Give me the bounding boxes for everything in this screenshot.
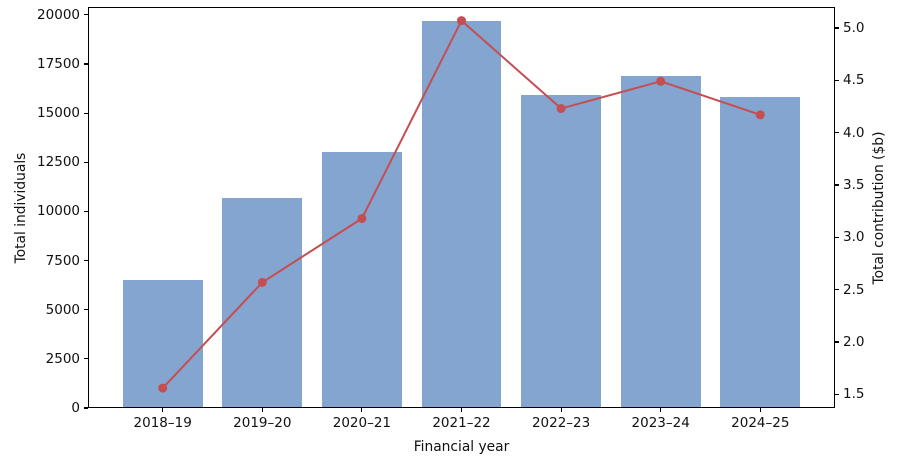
right-y-tick-label: 2.5 — [843, 281, 865, 298]
x-tick-mark — [261, 408, 263, 412]
left-y-tick-label: 7500 — [45, 252, 80, 269]
x-tick-label: 2019–20 — [233, 415, 292, 431]
x-tick-mark — [560, 408, 562, 412]
right-y-tick-mark — [835, 236, 839, 238]
right-y-tick-mark — [835, 184, 839, 186]
bar-2023–24 — [620, 75, 701, 407]
right-y-tick-label: 3.5 — [843, 176, 865, 193]
x-tick-mark — [460, 408, 463, 412]
right-y-tick-mark — [835, 79, 839, 81]
x-tick-mark — [162, 408, 164, 412]
left-y-tick-mark — [84, 259, 88, 262]
left-y-tick-label: 12500 — [37, 154, 80, 171]
x-tick-mark — [660, 408, 662, 412]
left-y-tick-mark — [84, 407, 88, 409]
left-y-tick-label: 5000 — [45, 301, 80, 318]
x-tick-label: 2024–25 — [731, 415, 790, 431]
right-y-tick-label: 1.5 — [843, 386, 865, 403]
left-y-tick-mark — [84, 309, 88, 311]
bar-2019–20 — [222, 197, 303, 407]
left-y-tick-label: 2500 — [45, 350, 80, 367]
x-tick-mark — [361, 408, 363, 412]
right-y-tick-mark — [835, 27, 839, 29]
right-y-tick-label: 4.5 — [843, 72, 865, 89]
left-y-tick-mark — [84, 112, 88, 114]
x-tick-label: 2023–24 — [631, 415, 690, 431]
left-y-tick-label: 20000 — [37, 6, 80, 23]
right-y-tick-mark — [835, 393, 839, 395]
right-y-tick-mark — [835, 341, 839, 343]
left-y-tick-mark — [84, 14, 88, 16]
right-y-tick-label: 5.0 — [843, 19, 865, 36]
right-y-tick-label: 3.0 — [843, 229, 865, 246]
left-y-tick-label: 0 — [71, 400, 80, 416]
left-y-tick-mark — [84, 358, 88, 360]
bar-2021–22 — [421, 20, 502, 407]
right-y-tick-mark — [835, 289, 839, 291]
bar-2018–19 — [122, 280, 203, 407]
left-y-tick-label: 10000 — [37, 203, 80, 220]
right-y-tick-label: 2.0 — [843, 334, 865, 351]
left-y-tick-mark — [84, 63, 88, 65]
right-y-tick-label: 4.0 — [843, 124, 865, 141]
x-tick-label: 2021–22 — [432, 415, 491, 431]
x-tick-label: 2020–21 — [332, 415, 392, 431]
right-axis-title: Total contribution ($b) — [871, 131, 887, 284]
x-tick-label: 2022–23 — [531, 415, 591, 431]
left-y-tick-label: 15000 — [37, 105, 80, 122]
right-y-tick-mark — [835, 132, 839, 134]
bar-2024–25 — [720, 97, 801, 407]
left-y-tick-mark — [84, 210, 88, 213]
x-tick-label: 2018–19 — [133, 415, 192, 431]
x-axis-title: Financial year — [413, 439, 510, 455]
bar-2022–23 — [521, 95, 601, 407]
bar-2020–21 — [322, 152, 402, 407]
left-y-tick-label: 17500 — [37, 56, 80, 72]
x-tick-mark — [759, 408, 761, 412]
left-y-tick-mark — [84, 161, 88, 163]
